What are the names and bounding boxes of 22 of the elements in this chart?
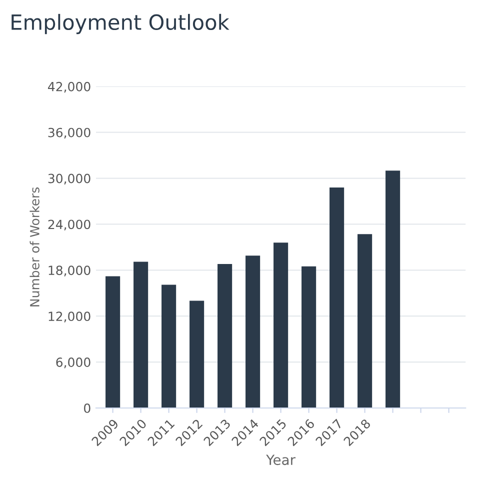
y-axis-title: Number of Workers bbox=[30, 187, 40, 306]
bar bbox=[106, 276, 120, 408]
y-tick-label: 30,000 bbox=[48, 174, 90, 184]
x-axis-title: Year bbox=[266, 454, 296, 466]
bar bbox=[358, 234, 372, 408]
y-tick-label: 24,000 bbox=[48, 220, 90, 230]
chart-title: Employment Outlook bbox=[12, 14, 230, 34]
y-tick-label: 36,000 bbox=[48, 128, 90, 139]
bar bbox=[134, 262, 148, 408]
bar bbox=[218, 264, 232, 408]
y-tick-label: 18,000 bbox=[48, 266, 90, 276]
y-tick-label: 42,000 bbox=[48, 82, 90, 93]
bar bbox=[386, 170, 400, 408]
y-tick-label: 12,000 bbox=[48, 312, 90, 322]
bar bbox=[162, 284, 176, 408]
y-tick-label: 0 bbox=[84, 403, 90, 413]
y-tick-label: 6,000 bbox=[56, 358, 90, 368]
bar bbox=[330, 187, 344, 408]
bar bbox=[190, 300, 204, 408]
bar bbox=[274, 242, 288, 408]
bar bbox=[246, 256, 260, 408]
bar bbox=[302, 266, 316, 408]
